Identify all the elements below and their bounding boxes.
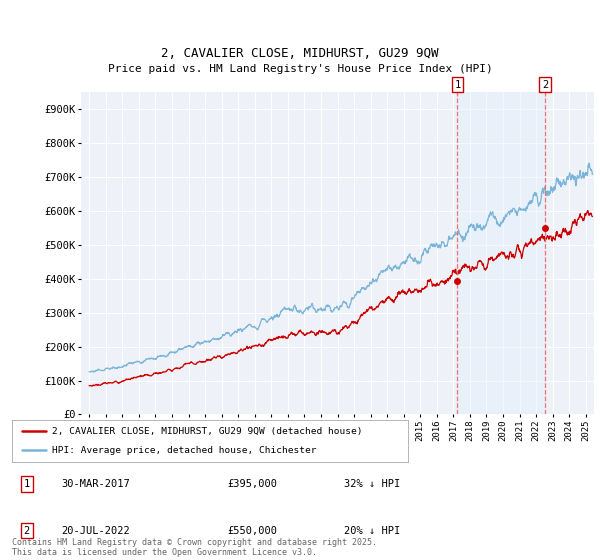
Text: 20% ↓ HPI: 20% ↓ HPI	[344, 526, 400, 535]
Text: Price paid vs. HM Land Registry's House Price Index (HPI): Price paid vs. HM Land Registry's House …	[107, 64, 493, 74]
Text: 2: 2	[23, 526, 29, 535]
Text: £550,000: £550,000	[227, 526, 277, 535]
Text: £395,000: £395,000	[227, 479, 277, 489]
Text: 1: 1	[23, 479, 29, 489]
Text: 1: 1	[454, 80, 461, 90]
Text: Contains HM Land Registry data © Crown copyright and database right 2025.
This d: Contains HM Land Registry data © Crown c…	[12, 538, 377, 557]
Text: 30-MAR-2017: 30-MAR-2017	[61, 479, 130, 489]
Text: HPI: Average price, detached house, Chichester: HPI: Average price, detached house, Chic…	[52, 446, 316, 455]
Text: 32% ↓ HPI: 32% ↓ HPI	[344, 479, 400, 489]
Text: 2: 2	[542, 80, 548, 90]
Text: 20-JUL-2022: 20-JUL-2022	[61, 526, 130, 535]
Bar	[457, 92, 545, 414]
Text: 2, CAVALIER CLOSE, MIDHURST, GU29 9QW (detached house): 2, CAVALIER CLOSE, MIDHURST, GU29 9QW (d…	[52, 427, 362, 436]
Text: 2, CAVALIER CLOSE, MIDHURST, GU29 9QW: 2, CAVALIER CLOSE, MIDHURST, GU29 9QW	[161, 47, 439, 60]
